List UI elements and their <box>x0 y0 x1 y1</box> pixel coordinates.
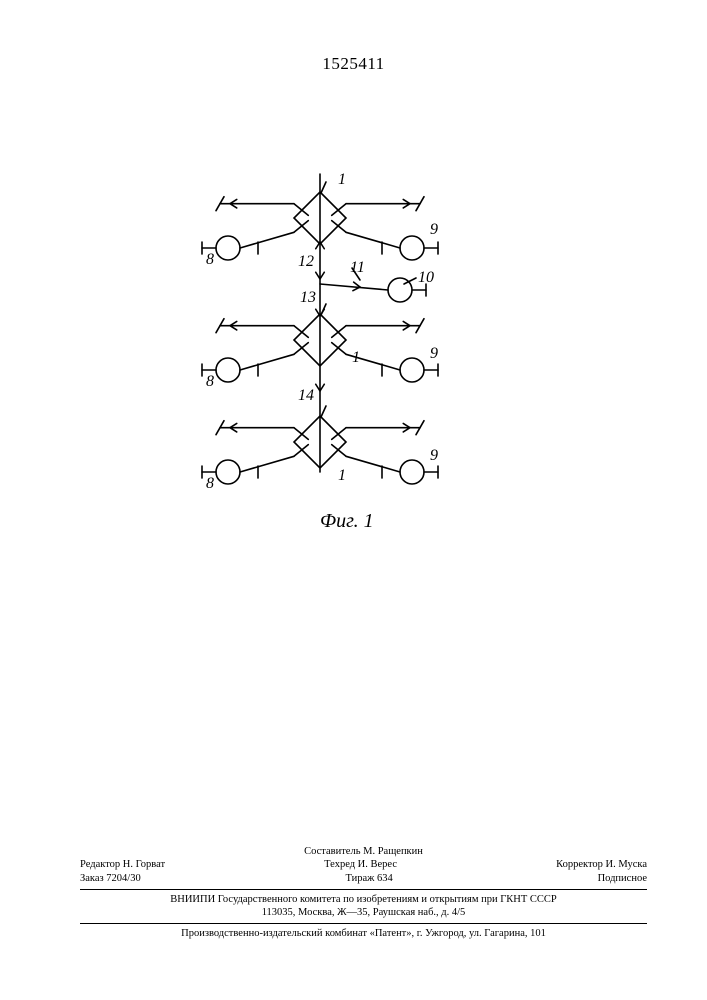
org-line-1: ВНИИПИ Государственного комитета по изоб… <box>80 893 647 906</box>
svg-text:1: 1 <box>338 171 346 188</box>
svg-text:10: 10 <box>418 269 434 286</box>
svg-text:9: 9 <box>430 447 438 464</box>
editor-label: Редактор Н. Горват <box>80 858 165 871</box>
footer-rule-1 <box>80 889 647 890</box>
svg-text:9: 9 <box>430 221 438 238</box>
svg-text:14: 14 <box>298 387 314 404</box>
svg-text:11: 11 <box>350 259 365 276</box>
svg-text:12: 12 <box>298 253 314 270</box>
tirazh: Тираж 634 <box>345 872 392 885</box>
svg-text:8: 8 <box>206 251 214 268</box>
svg-text:1: 1 <box>338 467 346 484</box>
svg-text:9: 9 <box>430 345 438 362</box>
figure-caption: Фиг. 1 <box>320 510 374 533</box>
corrector-label: Корректор И. Муска <box>556 858 647 871</box>
order-number: Заказ 7204/30 <box>80 872 141 885</box>
svg-text:8: 8 <box>206 373 214 390</box>
org-line-2: Производственно-издательский комбинат «П… <box>80 927 647 940</box>
imprint-footer: Составитель М. Ращепкин Редактор Н. Горв… <box>80 845 647 940</box>
svg-text:1: 1 <box>352 349 360 366</box>
footer-rule-2 <box>80 923 647 924</box>
figure-1-diagram: 1 9 8 12 11 10 13 1 8 9 14 1 8 9 <box>0 0 707 560</box>
compiler-line: Составитель М. Ращепкин <box>80 845 647 858</box>
svg-text:13: 13 <box>300 289 316 306</box>
addr-line-1: 113035, Москва, Ж—35, Раушская наб., д. … <box>80 906 647 919</box>
svg-text:8: 8 <box>206 475 214 492</box>
patent-page: 1525411 1981211101318914189 Фиг. 1 Соста… <box>0 0 707 1000</box>
techred-label: Техред И. Верес <box>324 858 397 871</box>
podpisnoe: Подписное <box>598 872 647 885</box>
